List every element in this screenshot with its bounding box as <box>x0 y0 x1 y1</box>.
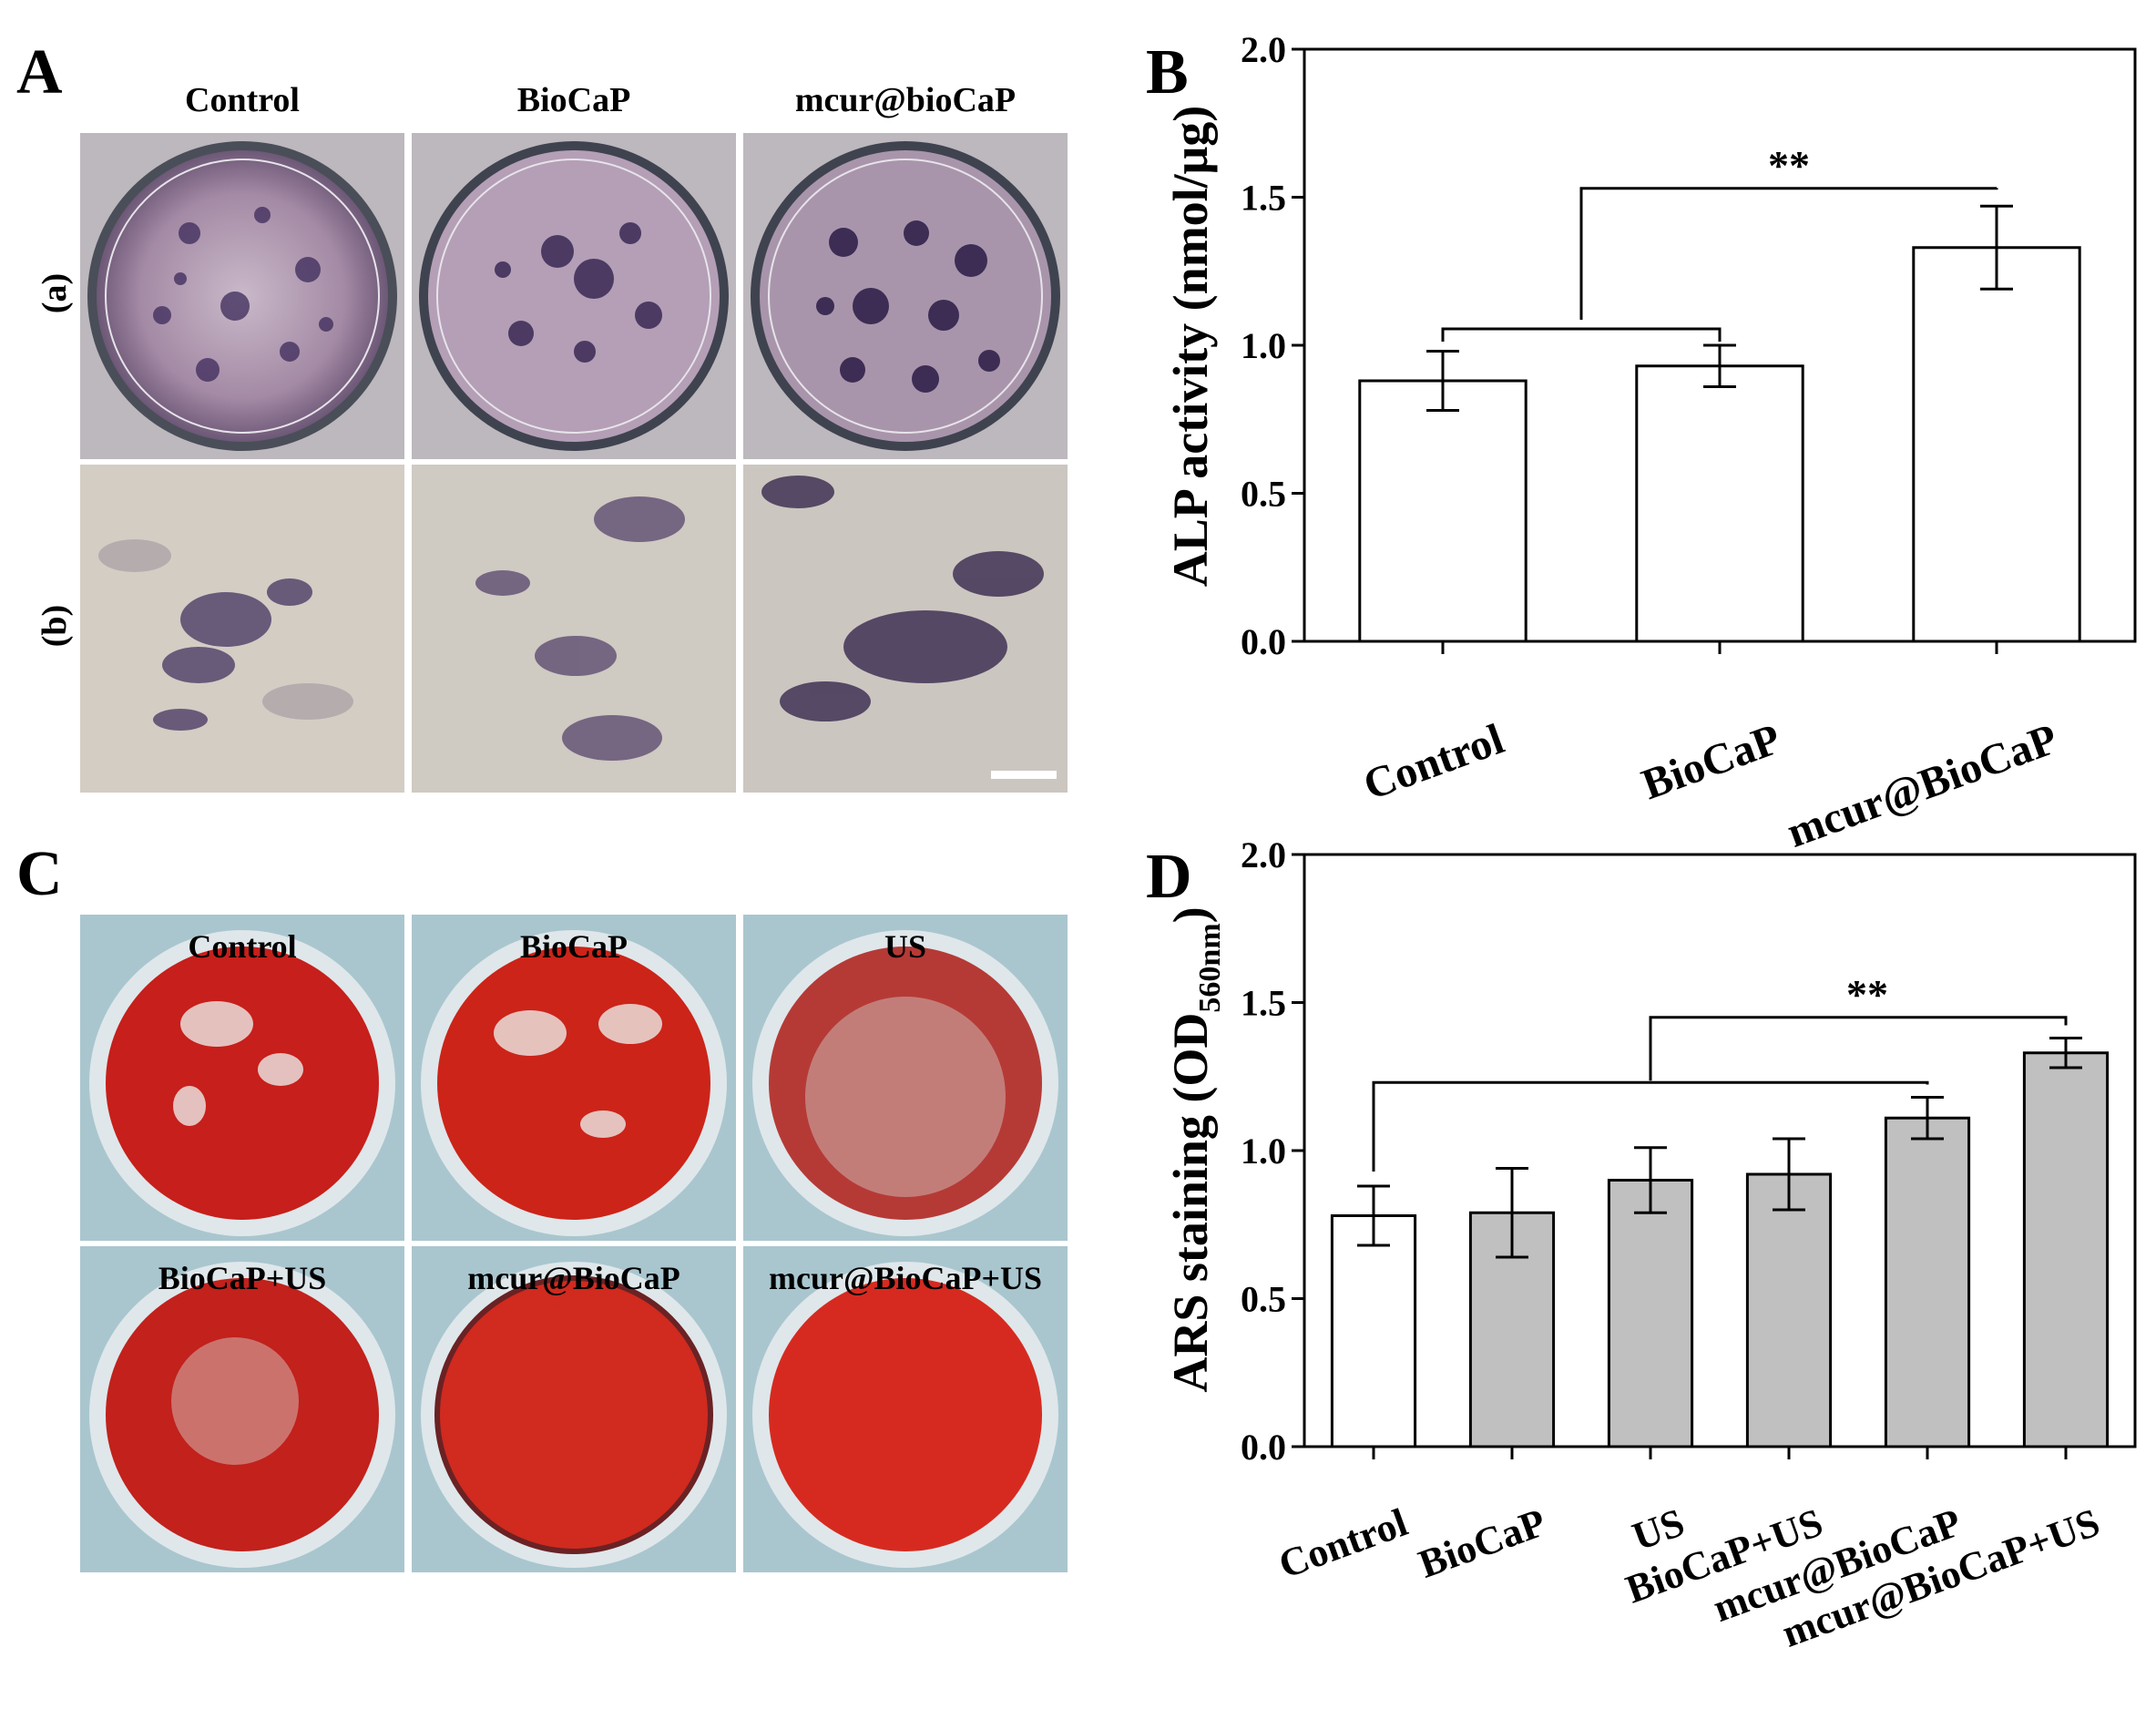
ars-plate-label-mcur-biocap: mcur@BioCaP <box>467 1260 680 1296</box>
significance-bracket-outer <box>1649 1016 2068 1081</box>
x-tick-label: Control <box>1273 1499 1414 1587</box>
alp-well-photo-biocap <box>412 133 736 459</box>
panel-a-letter: A <box>16 37 63 107</box>
ars-well-photo-us: US <box>743 915 1068 1241</box>
significance-bracket-outer <box>1579 187 1998 320</box>
y-tick-label: 2.0 <box>1241 29 1286 70</box>
panel-c-letter: C <box>16 839 63 909</box>
significance-bracket-inner <box>1441 327 1722 342</box>
significance-label: ** <box>1846 971 1888 1018</box>
y-tick-label: 1.0 <box>1241 1131 1286 1172</box>
x-tick-label: US <box>1627 1499 1691 1559</box>
bar <box>1330 1214 1417 1448</box>
x-tick-label: mcur@BioCaP+US <box>1776 1499 2105 1655</box>
panel-b-letter: B <box>1146 37 1189 107</box>
bar <box>1607 1179 1694 1448</box>
bar <box>1884 1116 1971 1448</box>
bar <box>2022 1051 2110 1448</box>
ars-plate-label-biocap-us: BioCaP+US <box>158 1260 327 1296</box>
x-tick-label: mcur@BioCaP <box>1781 715 2064 856</box>
chart-b-alp-activity: B 0.0 0.5 1.0 1.5 2.0 Control BioCaPmcur@BioCa… <box>1146 29 2137 856</box>
bar <box>1912 246 2081 643</box>
x-tick-label: BioCaP+US <box>1620 1499 1829 1612</box>
y-axis-label: ARS staining (OD560nm) <box>1163 906 1227 1392</box>
x-tick-label: BioCaP <box>1636 715 1787 810</box>
x-tick-label: Control <box>1357 715 1510 810</box>
significance-label: ** <box>1768 142 1810 189</box>
ars-plate-label-biocap: BioCaP <box>519 928 628 965</box>
ars-well-photo-mcur-biocap: mcur@BioCaP <box>412 1246 736 1572</box>
panel-a-col-title-mcur-biocap: mcur@bioCaP <box>794 81 1017 119</box>
y-axis-label: ALP activity (nmol/μg) <box>1163 106 1218 588</box>
y-tick-label: 0.5 <box>1241 1279 1286 1320</box>
ars-well-photo-mcur-biocap-us: mcur@BioCaP+US <box>743 1246 1068 1572</box>
y-tick-label: 0.0 <box>1241 1427 1286 1468</box>
panel-a-col-title-biocap: BioCaP <box>516 81 631 119</box>
y-tick-label: 0.0 <box>1241 621 1286 662</box>
y-tick-label: 1.5 <box>1241 983 1286 1024</box>
bar <box>1358 379 1528 643</box>
x-tick-label: mcur@BioCaP <box>1708 1499 1967 1631</box>
ars-plate-label-mcur-biocap-us: mcur@BioCaP+US <box>769 1260 1042 1296</box>
plot-frame <box>1303 853 2137 1448</box>
bar <box>1635 364 1804 643</box>
ars-well-photo-biocap-us: BioCaP+US <box>80 1246 404 1572</box>
alp-well-photo-mcur-biocap <box>743 133 1068 459</box>
scale-bar <box>991 771 1057 779</box>
alp-well-photo-control <box>80 133 404 459</box>
bar <box>1745 1172 1833 1448</box>
ars-plate-label-control: Control <box>188 928 297 965</box>
ars-plate-label-us: US <box>884 928 927 965</box>
y-tick-label: 0.5 <box>1241 474 1286 515</box>
alp-micrograph-biocap <box>412 465 736 793</box>
significance-bracket-inner <box>1372 1080 1929 1172</box>
y-tick-label: 1.0 <box>1241 325 1286 366</box>
y-tick-label: 1.5 <box>1241 178 1286 219</box>
ars-well-photo-biocap: BioCaP <box>412 915 736 1241</box>
alp-micrograph-control <box>80 465 404 793</box>
bar <box>1468 1211 1556 1448</box>
ars-well-photo-control: Control <box>80 915 404 1241</box>
x-tick-label: BioCaP <box>1413 1499 1551 1586</box>
panel-a-col-title-control: Control <box>185 81 300 119</box>
alp-micrograph-mcur-biocap <box>743 465 1068 793</box>
